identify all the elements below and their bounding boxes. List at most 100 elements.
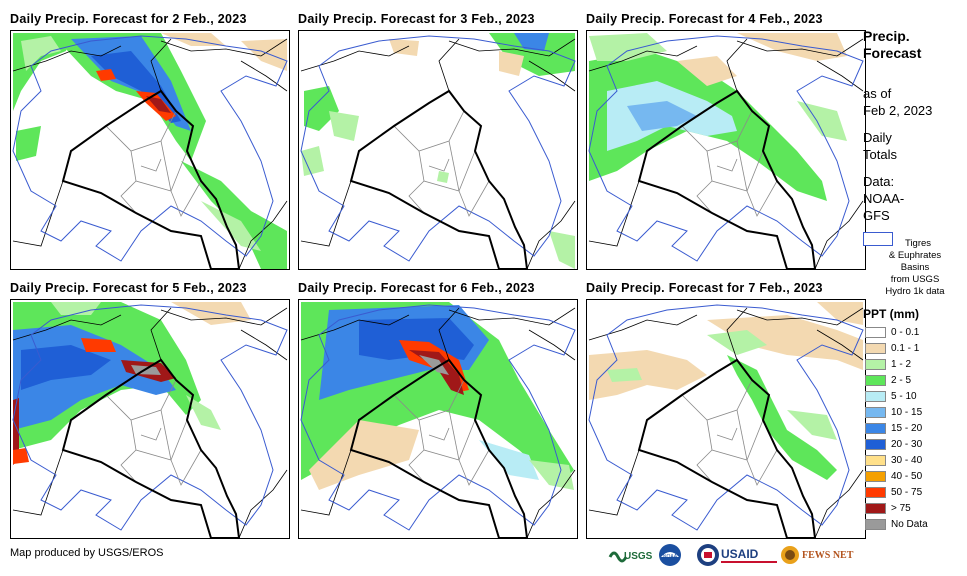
iraq-border bbox=[61, 358, 241, 538]
country-border bbox=[528, 60, 576, 92]
province-border bbox=[408, 180, 425, 214]
legend-label: 5 - 10 bbox=[891, 391, 917, 402]
usaid-logo: USAID bbox=[721, 547, 777, 563]
panel-title: Daily Precip. Forecast for 5 Feb., 2023 bbox=[10, 281, 247, 295]
precip-area bbox=[727, 355, 837, 480]
legend-item: 30 - 40 bbox=[865, 453, 965, 469]
precip-area bbox=[489, 33, 575, 76]
province-border bbox=[140, 427, 162, 441]
iraq-border bbox=[349, 358, 529, 538]
province-border bbox=[120, 180, 137, 214]
basin-line: & Euphrates bbox=[888, 250, 942, 261]
iraq-border bbox=[637, 89, 817, 269]
precip-area bbox=[589, 350, 707, 400]
province-border bbox=[418, 419, 476, 461]
precip-area bbox=[304, 86, 339, 131]
legend-label: 20 - 30 bbox=[891, 439, 923, 450]
legend-item: > 75 bbox=[865, 501, 965, 517]
province-border bbox=[140, 158, 162, 172]
province-border bbox=[746, 180, 778, 217]
daily-line: Totals bbox=[863, 147, 897, 162]
precip-area bbox=[241, 39, 287, 71]
country-border bbox=[814, 200, 864, 269]
country-border bbox=[528, 329, 576, 361]
noaa-logo: NOAA bbox=[659, 544, 681, 566]
precip-area bbox=[437, 171, 449, 183]
country-border bbox=[150, 38, 172, 92]
legend-swatch bbox=[865, 455, 886, 466]
legend-swatch bbox=[865, 519, 886, 530]
province-border bbox=[428, 427, 450, 441]
legend-swatch bbox=[865, 375, 886, 386]
province-border bbox=[170, 449, 202, 486]
precip-map bbox=[298, 299, 578, 539]
precip-area bbox=[51, 302, 101, 315]
precip-area bbox=[146, 96, 171, 113]
province-border bbox=[696, 449, 713, 483]
precip-area bbox=[181, 161, 287, 269]
iraq-border bbox=[349, 89, 529, 269]
province-border bbox=[408, 449, 425, 483]
country-border bbox=[160, 38, 288, 57]
precip-area bbox=[797, 101, 847, 141]
province-border bbox=[170, 180, 202, 217]
legend-item: No Data bbox=[865, 517, 965, 533]
basin-outline bbox=[300, 304, 576, 531]
province-border bbox=[105, 379, 177, 421]
noaa-logo-text: NOAA bbox=[663, 554, 678, 560]
usaid-logo-text: USAID bbox=[721, 547, 759, 561]
precip-area bbox=[787, 410, 837, 440]
precip-area bbox=[186, 395, 221, 430]
precip-area bbox=[81, 338, 116, 352]
country-border bbox=[238, 469, 288, 538]
precip-area bbox=[817, 302, 863, 325]
basin-outline bbox=[588, 304, 864, 531]
as-of-label: as of bbox=[863, 86, 892, 101]
country-border bbox=[160, 307, 288, 326]
basin-line: Basins bbox=[900, 262, 930, 273]
data-source: Data: NOAA- GFS bbox=[863, 173, 963, 224]
legend-label: 30 - 40 bbox=[891, 455, 923, 466]
legend-item: 0 - 0.1 bbox=[865, 325, 965, 341]
country-border bbox=[12, 314, 122, 341]
province-border bbox=[448, 409, 460, 461]
precip-map bbox=[10, 299, 290, 539]
basin-outline bbox=[12, 35, 288, 262]
country-border bbox=[816, 329, 864, 361]
precip-area bbox=[529, 460, 574, 490]
basin-line: Tigres bbox=[905, 238, 932, 249]
usgs-logo-text: USGS bbox=[624, 551, 652, 562]
country-border bbox=[300, 314, 410, 341]
country-border bbox=[300, 449, 352, 516]
forecast-panel-feb3: Daily Precip. Forecast for 3 Feb., 2023 bbox=[298, 10, 578, 274]
precip-area bbox=[13, 448, 29, 464]
legend-swatch bbox=[865, 439, 886, 450]
sidebar-title-line: Forecast bbox=[863, 45, 922, 61]
province-border bbox=[681, 379, 753, 421]
province-border bbox=[130, 150, 188, 192]
map-svg bbox=[12, 33, 288, 269]
data-source-line: Data: bbox=[863, 174, 895, 189]
province-border bbox=[458, 449, 490, 486]
legend-swatch bbox=[865, 343, 886, 354]
basin-swatch bbox=[863, 232, 893, 246]
sidebar-title-line: Precip. bbox=[863, 28, 910, 44]
precip-area bbox=[419, 355, 449, 375]
province-border bbox=[716, 158, 738, 172]
precip-area bbox=[301, 146, 324, 176]
country-border bbox=[588, 314, 698, 341]
country-border bbox=[726, 38, 748, 92]
legend-label: > 75 bbox=[891, 503, 911, 514]
legend-item: 10 - 15 bbox=[865, 405, 965, 421]
province-border bbox=[681, 110, 753, 152]
sidebar-title: Precip. Forecast bbox=[863, 28, 963, 62]
country-border bbox=[816, 60, 864, 92]
precip-area bbox=[409, 350, 464, 395]
precip-area bbox=[514, 33, 549, 51]
forecast-panel-feb4: Daily Precip. Forecast for 4 Feb., 2023 bbox=[586, 10, 866, 274]
basin-outline bbox=[588, 35, 864, 262]
precip-area bbox=[549, 231, 575, 269]
basin-line: from USGS bbox=[890, 274, 940, 285]
legend-item: 40 - 50 bbox=[865, 469, 965, 485]
precip-area bbox=[607, 368, 642, 382]
